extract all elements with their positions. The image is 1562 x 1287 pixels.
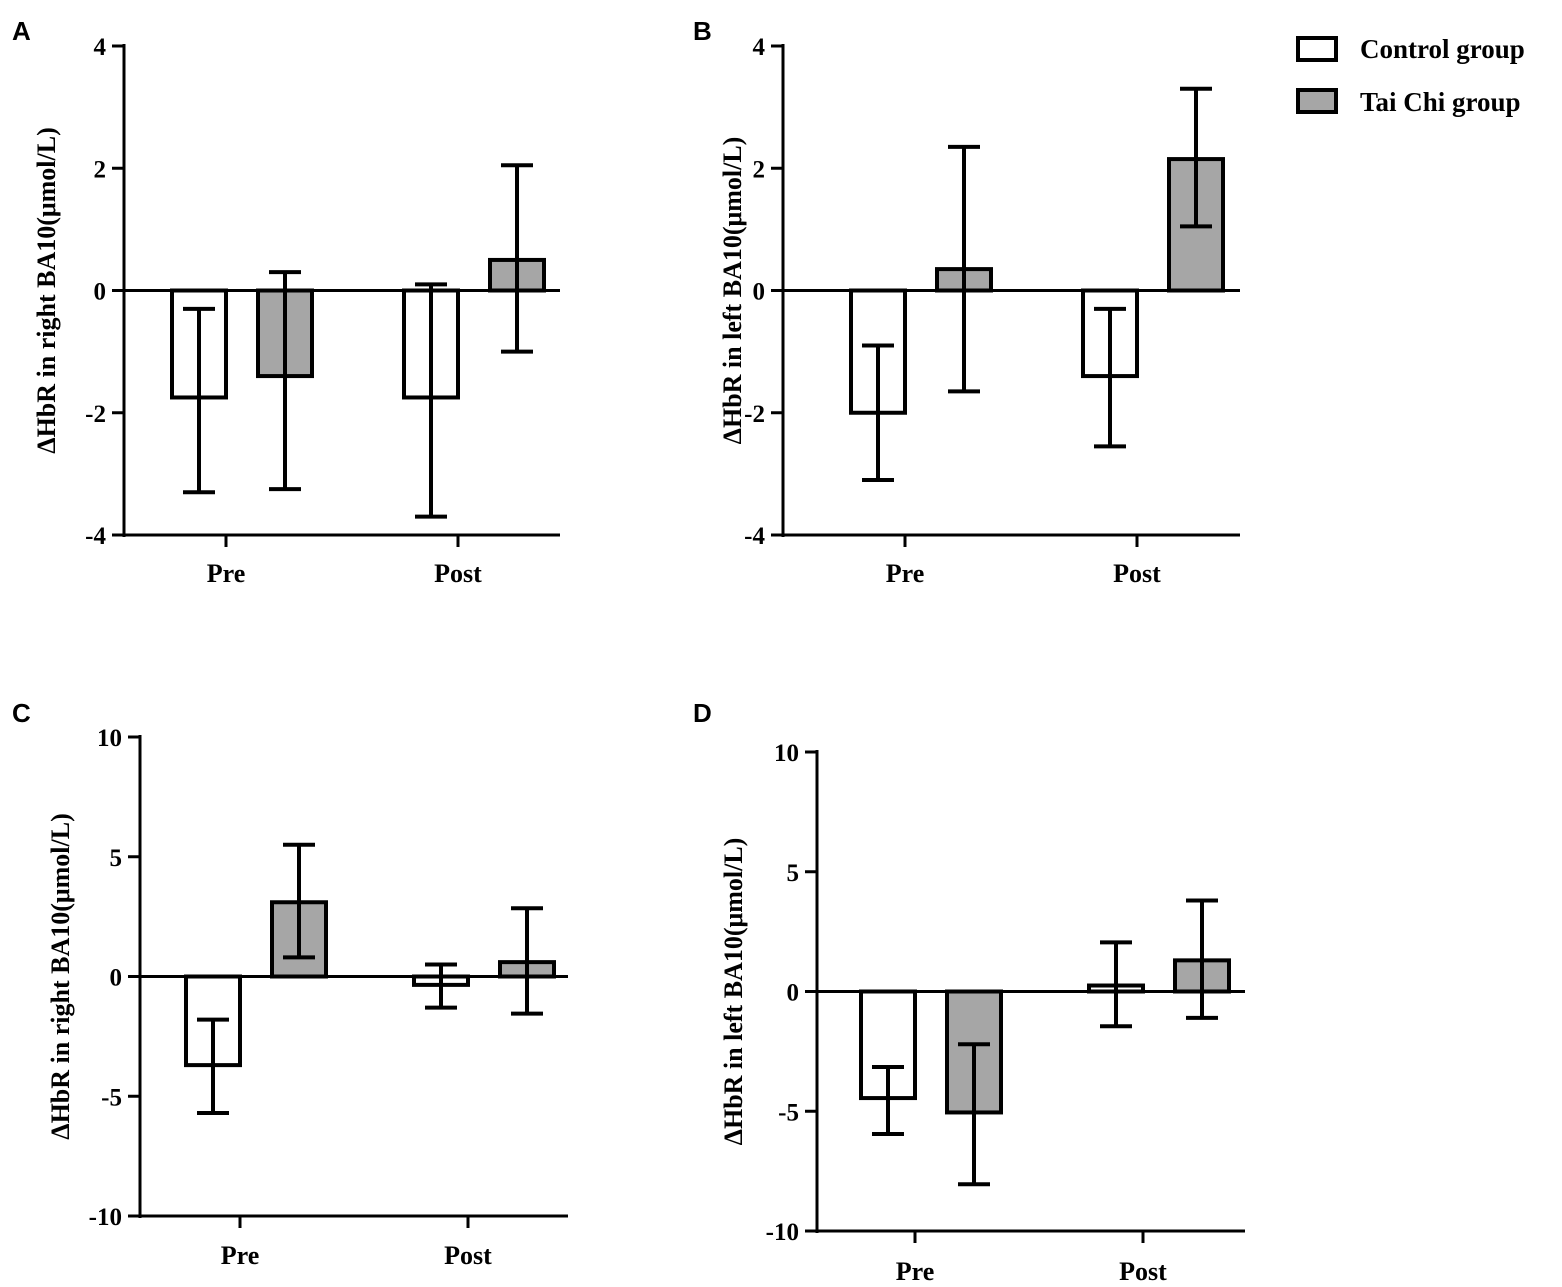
y-tick-label: 0 <box>787 980 800 1007</box>
y-axis-title: ΔHbR in right BA10(μmol/L) <box>46 813 75 1139</box>
y-tick-label: 4 <box>94 34 107 61</box>
panels: A ΔHbR in right BA10(μmol/L) 4 2 0 -2 -4 Pre Pos… <box>12 16 1245 1286</box>
y-tick-label: 10 <box>97 725 122 752</box>
y-tick-label: 0 <box>753 279 766 306</box>
y-tick-label: -5 <box>101 1084 122 1111</box>
y-tick-label: -5 <box>778 1099 799 1126</box>
y-tick-label: 4 <box>753 34 766 61</box>
x-tick-label: Post <box>444 1241 492 1270</box>
y-tick-label: -2 <box>744 401 765 428</box>
y-axis-title: ΔHbR in left BA10(μmol/L) <box>719 838 748 1146</box>
y-tick-label: 5 <box>787 860 800 887</box>
panel-letter: D <box>693 698 712 728</box>
y-tick-label: 10 <box>774 740 799 767</box>
y-tick-label: -10 <box>766 1219 799 1246</box>
y-tick-label: -4 <box>85 523 106 550</box>
y-tick-label: 2 <box>94 156 107 183</box>
x-tick-label: Pre <box>207 559 246 588</box>
legend-swatch-taichi <box>1296 88 1338 114</box>
legend: Control group Tai Chi group <box>1296 34 1525 117</box>
y-tick-label: 5 <box>110 845 123 872</box>
y-tick-label: -4 <box>744 523 765 550</box>
y-axis-title: ΔHbR in right BA10(μmol/L) <box>32 127 61 453</box>
legend-label-taichi: Tai Chi group <box>1360 87 1521 117</box>
x-tick-label: Pre <box>221 1241 260 1270</box>
y-tick-label: -10 <box>89 1204 122 1231</box>
x-tick-label: Pre <box>886 559 925 588</box>
panel-d: D ΔHbR in left BA10(μmol/L) 10 5 0 -5 -10 Pre Po… <box>693 698 1245 1286</box>
x-tick-label: Pre <box>896 1257 935 1286</box>
y-tick-label: 0 <box>94 279 107 306</box>
x-tick-label: Post <box>1119 1257 1167 1286</box>
y-axis-title: ΔHbR in left BA10(μmol/L) <box>718 137 747 445</box>
panel-a: A ΔHbR in right BA10(μmol/L) 4 2 0 -2 -4 Pre Pos… <box>12 16 560 588</box>
panel-c: C ΔHbR in right BA10(μmol/L) 10 5 0 -5 -10 Pre P… <box>12 698 568 1270</box>
x-tick-label: Post <box>434 559 482 588</box>
y-tick-label: -2 <box>85 401 106 428</box>
panel-letter: B <box>693 16 712 46</box>
legend-swatch-control <box>1296 36 1338 62</box>
y-tick-label: 2 <box>753 156 766 183</box>
panel-letter: A <box>12 16 31 46</box>
panel-b: B ΔHbR in left BA10(μmol/L) 4 2 0 -2 -4 Pre Post <box>693 16 1240 588</box>
x-tick-label: Post <box>1113 559 1161 588</box>
y-tick-label: 0 <box>110 965 123 992</box>
legend-label-control: Control group <box>1360 34 1525 64</box>
panel-letter: C <box>12 698 31 728</box>
